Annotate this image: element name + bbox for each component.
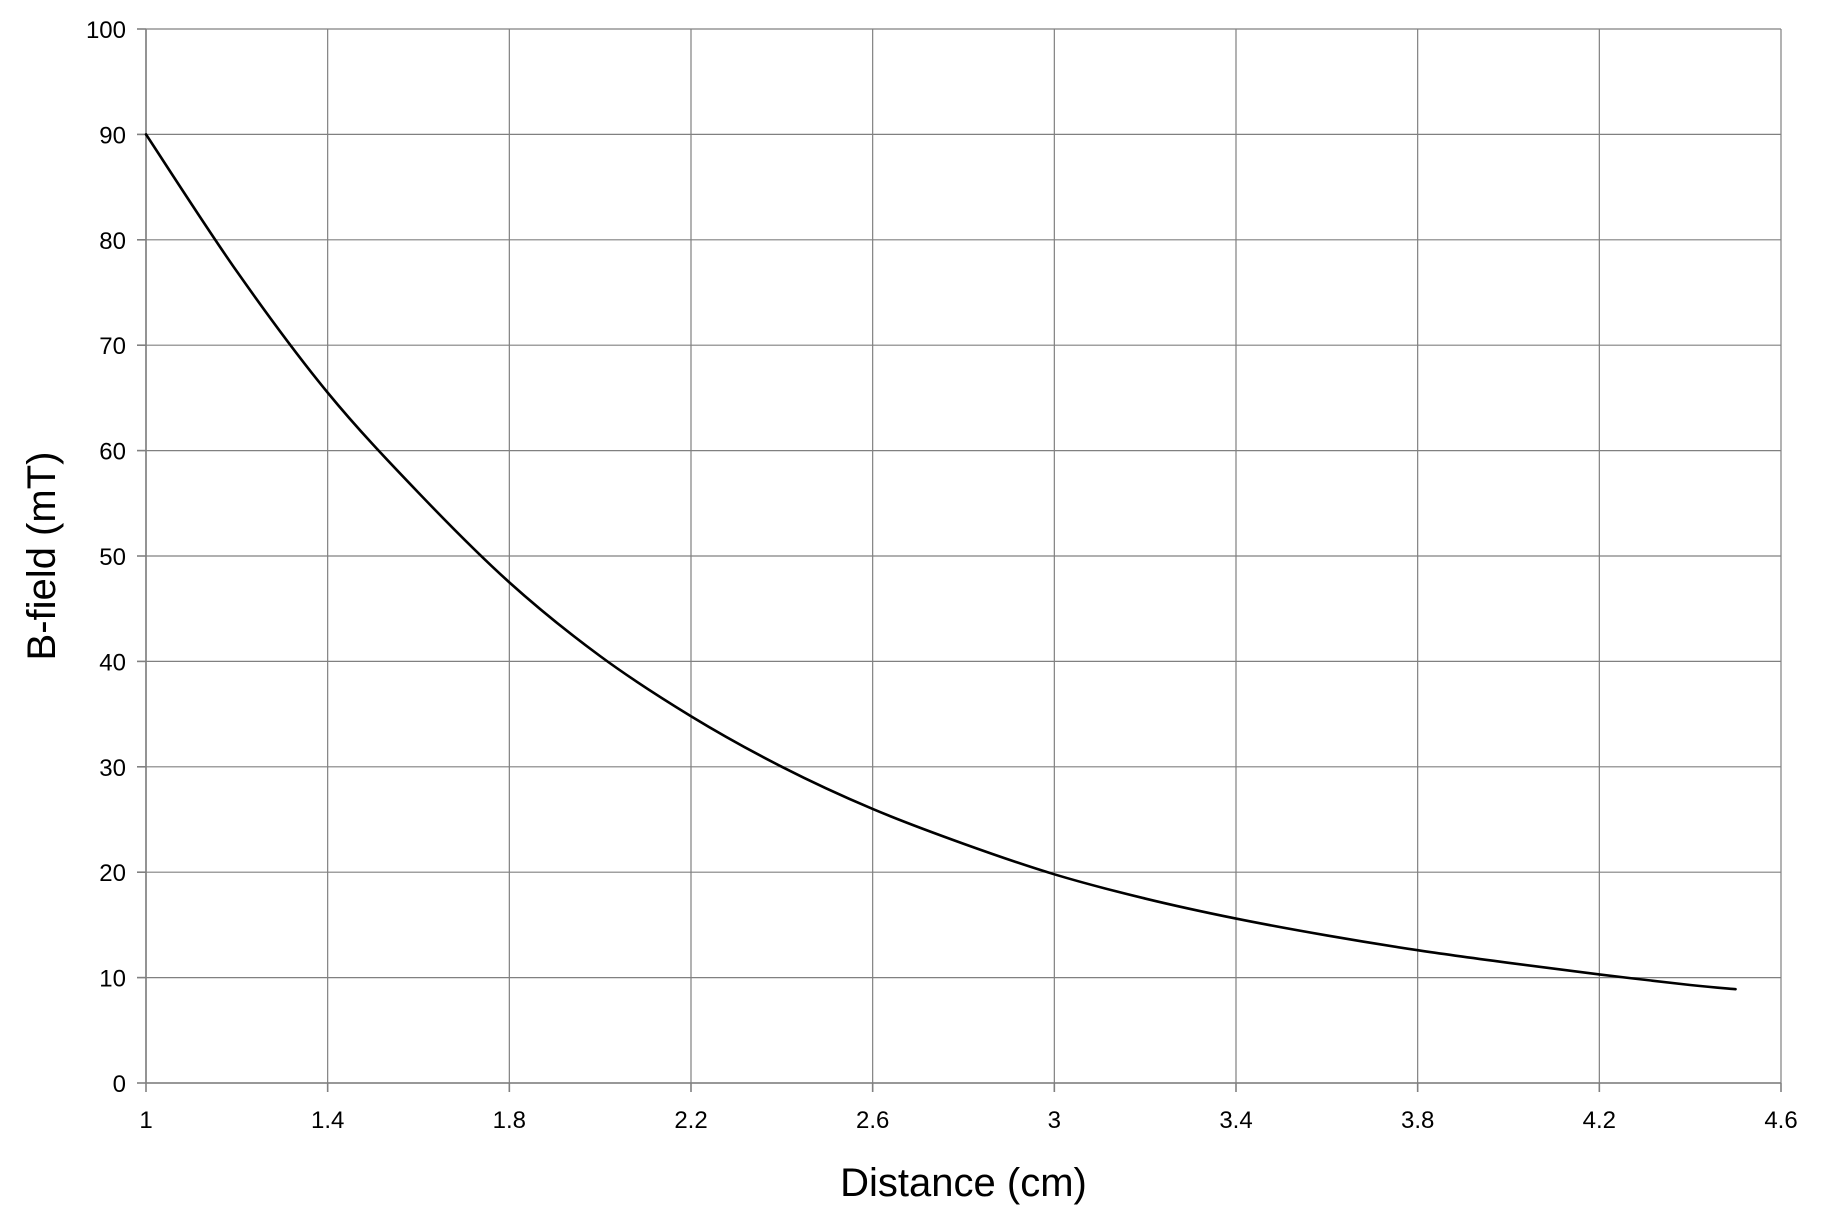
y-tick-label: 100 — [86, 17, 126, 44]
y-tick-label: 70 — [99, 333, 126, 360]
x-tick-label: 4.2 — [1583, 1107, 1616, 1134]
y-tick-label: 50 — [99, 544, 126, 571]
y-tick-label: 10 — [99, 966, 126, 993]
axes — [137, 28, 1782, 1092]
x-tick-label: 1.4 — [311, 1107, 344, 1134]
tick-labels: 1 1.4 1.8 2.2 2.6 3 3.4 3.8 4.2 4.6 0 10 20 30 40 50 60 7… — [86, 17, 1798, 1134]
y-tick-label: 60 — [99, 439, 126, 466]
y-tick-label: 40 — [99, 649, 126, 676]
y-tick-label: 80 — [99, 228, 126, 255]
y-tick-label: 30 — [99, 755, 126, 782]
y-tick-label: 20 — [99, 860, 126, 887]
y-axis-title: B-field (mT) — [20, 452, 64, 661]
series-layer — [144, 133, 1737, 991]
y-tick-label: 90 — [99, 122, 126, 149]
x-tick-label: 3 — [1048, 1107, 1061, 1134]
x-axis-title: Distance (cm) — [840, 1161, 1087, 1205]
x-tick-label: 4.6 — [1764, 1107, 1797, 1134]
series-line-0 — [144, 133, 1737, 991]
x-tick-label: 3.8 — [1401, 1107, 1434, 1134]
y-tick-label: 0 — [113, 1071, 126, 1098]
x-tick-label: 3.4 — [1219, 1107, 1252, 1134]
x-tick-label: 2.2 — [674, 1107, 707, 1134]
x-tick-label: 1 — [139, 1107, 152, 1134]
x-tick-label: 2.6 — [856, 1107, 889, 1134]
x-tick-label: 1.8 — [493, 1107, 526, 1134]
grid — [145, 28, 1782, 1084]
